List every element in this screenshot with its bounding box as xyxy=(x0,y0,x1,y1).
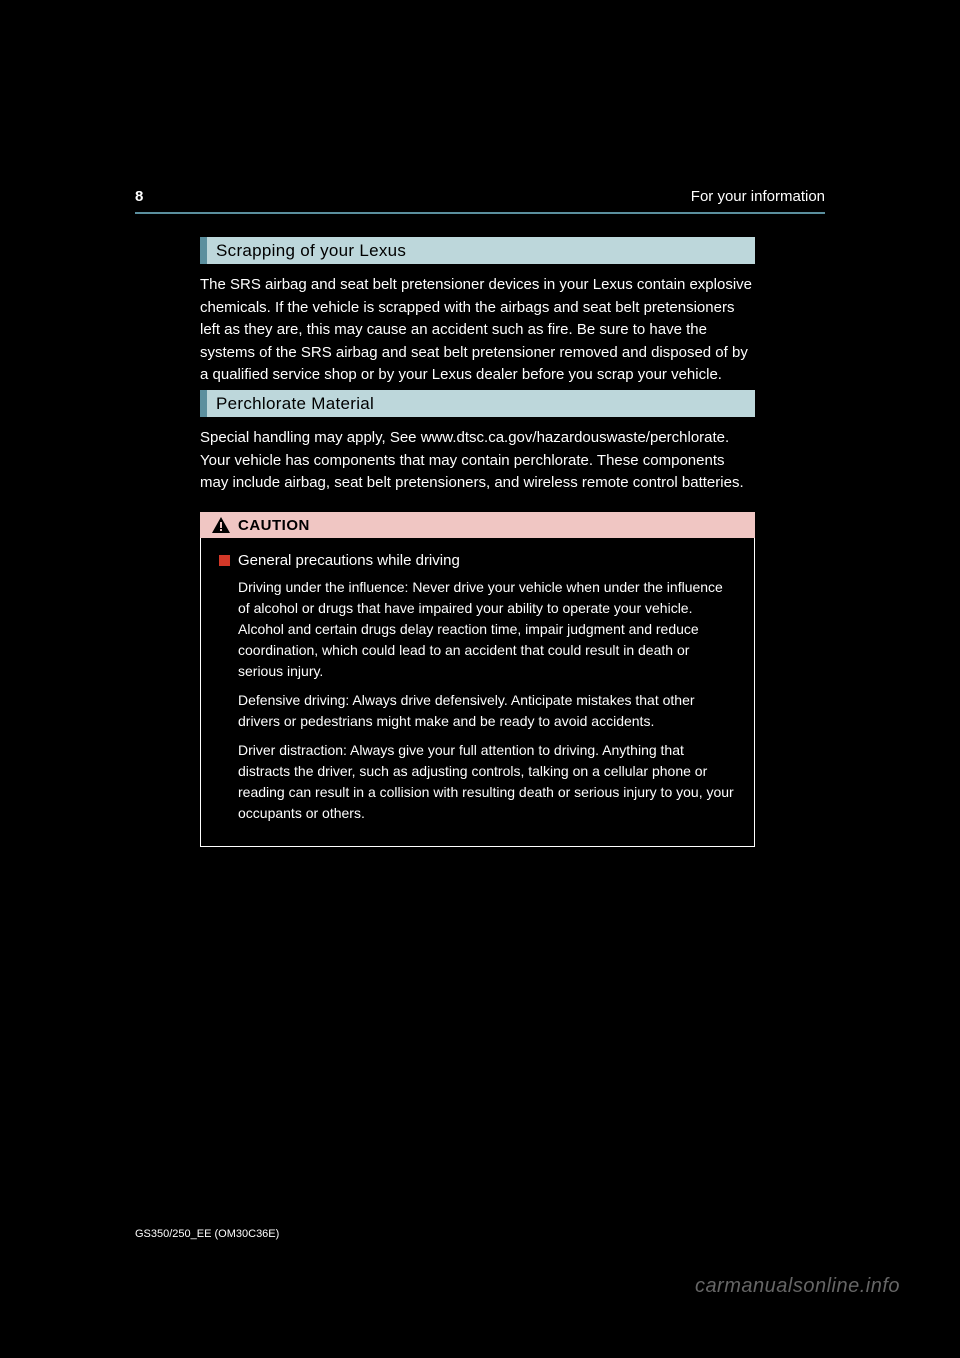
caution-paragraph-3: Driver distraction: Always give your ful… xyxy=(219,740,736,824)
body-text-scrapping: The SRS airbag and seat belt pretensione… xyxy=(200,274,755,387)
section-header-text-1: Scrapping of your Lexus xyxy=(207,241,406,261)
section-header-scrapping: Scrapping of your Lexus xyxy=(200,237,755,264)
caution-title: CAUTION xyxy=(238,517,310,534)
caution-body: General precautions while driving Drivin… xyxy=(200,538,755,847)
footer-code: GS350/250_EE (OM30C36E) xyxy=(135,1228,279,1240)
warning-triangle-icon xyxy=(212,517,230,533)
section-header-bar xyxy=(200,390,207,417)
body-text-perchlorate: Special handling may apply, See www.dtsc… xyxy=(200,427,755,495)
caution-header: CAUTION xyxy=(200,512,755,538)
caution-subtitle: General precautions while driving xyxy=(238,552,460,569)
section-header-bar xyxy=(200,237,207,264)
page-number: 8 xyxy=(135,188,143,205)
section-header-text-2: Perchlorate Material xyxy=(207,394,374,414)
red-square-icon xyxy=(219,555,230,566)
header-divider xyxy=(135,212,825,214)
caution-paragraph-2: Defensive driving: Always drive defensiv… xyxy=(219,690,736,732)
caution-subtitle-row: General precautions while driving xyxy=(219,552,736,569)
caution-box: CAUTION General precautions while drivin… xyxy=(200,512,755,847)
caution-paragraph-1: Driving under the influence: Never drive… xyxy=(219,577,736,682)
watermark: carmanualsonline.info xyxy=(695,1275,900,1298)
page-header: 8 For your information xyxy=(135,188,825,205)
section-header-perchlorate: Perchlorate Material xyxy=(200,390,755,417)
header-section-title: For your information xyxy=(691,188,825,205)
